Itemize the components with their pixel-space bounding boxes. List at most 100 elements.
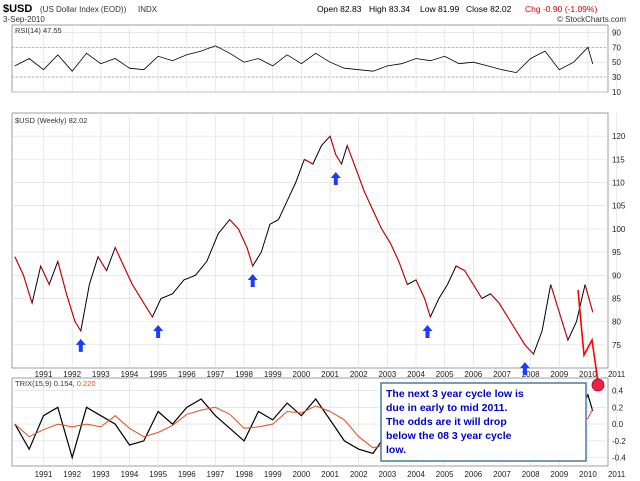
price-down-segment-25 <box>237 228 248 248</box>
price-down-segment-11 <box>97 256 107 271</box>
cycle-low-arrow-2 <box>247 274 258 287</box>
price-xtick-3: 1994 <box>121 370 139 379</box>
close-value: Close 82.02 <box>466 4 512 14</box>
trix-xtick-19: 2010 <box>579 470 597 479</box>
price-ytick-2: 85 <box>612 294 621 303</box>
price-xtick-9: 2000 <box>293 370 311 379</box>
cycle-low-arrow-4 <box>422 325 433 338</box>
price-xtick-17: 2008 <box>522 370 540 379</box>
price-down-segment-54 <box>472 284 483 299</box>
price-down-segment-33 <box>304 158 314 165</box>
price-down-segment-45 <box>398 261 408 285</box>
price-down-segment-36 <box>329 136 337 155</box>
price-down-segment-44 <box>389 242 400 262</box>
price-down-segment-47 <box>415 279 426 299</box>
trix-xtick-12: 2003 <box>378 470 396 479</box>
price-xtick-14: 2005 <box>436 370 454 379</box>
price-down-segment-57 <box>498 302 509 318</box>
trix-xtick-11: 2002 <box>350 470 368 479</box>
trix-xtick-4: 1995 <box>149 470 167 479</box>
cycle-low-arrows <box>75 172 530 376</box>
price-down-segment-26 <box>246 247 254 267</box>
chart-description: (US Dollar Index (EOD)) <box>40 5 127 14</box>
price-xtick-7: 1998 <box>235 370 253 379</box>
annotation-line-3: The odds are it will drop <box>386 416 507 428</box>
cycle-low-arrow-3 <box>330 172 341 185</box>
trix-xtick-17: 2008 <box>522 470 540 479</box>
trix-ytick-2: 0.0 <box>612 420 624 429</box>
axis-ticks: 10 30 50 70 90 75 80 85 90 95 100 105 110 115 120 -0.4 -… <box>35 28 627 479</box>
annotation-line-1: The next 3 year cycle low is <box>386 388 524 400</box>
rsi-ytick-4: 90 <box>612 28 621 37</box>
chart-exchange: INDX <box>138 5 158 14</box>
price-down-segment-56 <box>490 293 500 304</box>
price-ytick-0: 75 <box>612 341 621 350</box>
price-xtick-5: 1996 <box>178 370 196 379</box>
price-down-segment-8 <box>74 321 82 332</box>
trix-title: TRIX(15,9) 0.154, 0.220 <box>15 379 96 388</box>
chart-date: 3-Sep-2010 <box>3 15 45 24</box>
price-down-segment-60 <box>524 344 534 355</box>
rsi-ytick-2: 50 <box>612 58 621 67</box>
price-down-segment-40 <box>355 168 365 192</box>
trix-ytick-4: 0.4 <box>612 387 624 396</box>
price-down-segment-67 <box>584 284 594 313</box>
price-down-segment-15 <box>131 284 145 304</box>
trix-xtick-18: 2009 <box>550 470 568 479</box>
price-ytick-6: 105 <box>612 202 626 211</box>
projection-target-marker <box>591 378 605 392</box>
trix-xtick-8: 1999 <box>264 470 282 479</box>
price-xtick-19: 2010 <box>579 370 597 379</box>
price-ytick-1: 80 <box>612 318 621 327</box>
price-ytick-4: 95 <box>612 248 621 257</box>
price-ytick-9: 120 <box>612 132 626 141</box>
price-ytick-8: 115 <box>612 155 625 164</box>
annotation-line-2: due in early to mid 2011. <box>386 402 507 414</box>
trix-xtick-15: 2006 <box>464 470 482 479</box>
trix-xtick-20: 2011 <box>608 470 626 479</box>
annotation-line-5: low. <box>386 444 406 456</box>
price-down-segment-16 <box>143 302 153 318</box>
open-value: Open 82.83 <box>317 4 362 14</box>
price-down-segment-63 <box>550 284 560 313</box>
rsi-ytick-3: 70 <box>612 43 621 52</box>
price-down-segment-59 <box>515 330 526 346</box>
low-value: Low 81.99 <box>420 4 459 14</box>
trix-xtick-16: 2007 <box>493 470 511 479</box>
price-title: $USD (Weekly) 82.02 <box>15 116 87 125</box>
trix-ytick-1: -0.2 <box>612 437 626 446</box>
trix-xtick-10: 2001 <box>321 470 339 479</box>
trix-xtick-7: 1998 <box>235 470 253 479</box>
price-down-segment-7 <box>65 293 76 322</box>
price-ytick-7: 110 <box>612 179 625 188</box>
price-xtick-8: 1999 <box>264 370 282 379</box>
change-value: Chg -0.90 (-1.09%) <box>525 4 597 14</box>
cycle-low-arrow-0 <box>75 338 86 352</box>
price-xtick-20: 2011 <box>608 370 626 379</box>
price-xtick-13: 2004 <box>407 370 425 379</box>
price-down-segment-48 <box>424 298 431 318</box>
trix-xtick-13: 2004 <box>407 470 425 479</box>
price-xtick-0: 1991 <box>35 370 53 379</box>
price-down-segment-53 <box>464 270 474 285</box>
price-xtick-2: 1993 <box>92 370 110 379</box>
price-down-segment-14 <box>123 265 133 285</box>
price-down-segment-13 <box>114 247 125 267</box>
price-down-segment-37 <box>335 154 342 165</box>
price-down-segments <box>14 136 594 355</box>
trix-xtick-9: 2000 <box>293 470 311 479</box>
trix-xtick-6: 1997 <box>207 470 225 479</box>
rsi-panel <box>11 24 609 93</box>
price-down-segment-2 <box>22 275 33 304</box>
rsi-series-line <box>14 45 594 74</box>
chart-symbol: $USD <box>3 3 32 15</box>
price-down-segment-42 <box>372 210 383 230</box>
price-xtick-1: 1992 <box>63 370 81 379</box>
price-xtick-18: 2009 <box>550 370 568 379</box>
price-xtick-11: 2002 <box>350 370 368 379</box>
price-xtick-16: 2007 <box>493 370 511 379</box>
trix-xtick-3: 1994 <box>121 470 139 479</box>
price-down-segment-43 <box>381 228 391 244</box>
trix-ytick-0: -0.4 <box>612 454 626 463</box>
